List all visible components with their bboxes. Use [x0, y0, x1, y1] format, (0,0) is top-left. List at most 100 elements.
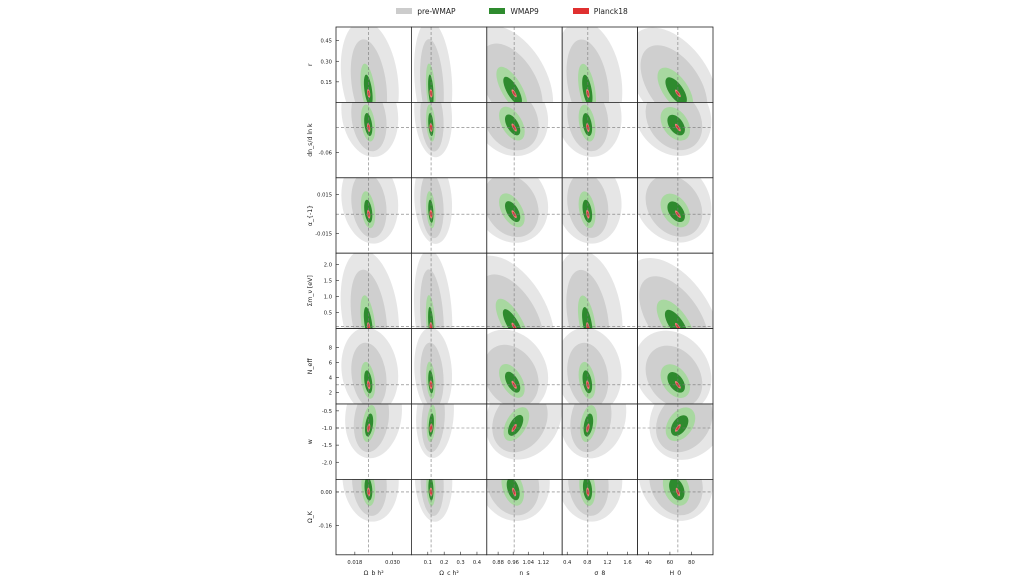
legend-swatch-wmap9: [489, 8, 506, 14]
y-tick-label: 2.0: [324, 262, 332, 268]
y-tick-label: -0.16: [319, 523, 332, 529]
panel-contours: [637, 404, 713, 480]
x-tick-label: 0.030: [385, 560, 400, 566]
panel-contours: [562, 102, 638, 178]
y-tick-label: 1.5: [324, 278, 332, 284]
legend-label-wmap9: WMAP9: [510, 6, 539, 16]
panel-r1-c2: [486, 102, 563, 179]
y-tick-label: -0.5: [322, 409, 332, 415]
legend-swatch-planck18: [572, 8, 589, 14]
panel-r6-c3: 0.4 0.8 1.2 1.6 σ_8: [561, 478, 639, 576]
x-axis-label: H_0: [669, 570, 681, 576]
x-axis-label: n_s: [519, 570, 529, 576]
y-tick-label: 8: [329, 345, 332, 351]
panel-r4-c2: [486, 328, 563, 405]
y-tick-label: 0.00: [320, 490, 332, 496]
panel-r4-c0: 2 4 6 8 N_eff: [307, 328, 412, 405]
y-axis-label: r: [307, 63, 314, 66]
x-tick-label: 1.6: [623, 560, 631, 566]
panel-contours: [562, 177, 638, 254]
y-tick-label: 0.015: [317, 193, 332, 199]
panel-contours: [411, 328, 487, 405]
panel-r4-c1: [410, 328, 488, 405]
panel-r2-c4: [637, 177, 714, 254]
x-tick-label: 1.12: [538, 560, 550, 566]
x-tick-label: 1.04: [522, 560, 534, 566]
panel-r2-c2: [486, 177, 563, 254]
panel-r1-c4: [637, 102, 714, 179]
panel-contours: [336, 479, 412, 555]
panel-contours: [414, 27, 453, 103]
panel-contours: [336, 253, 412, 329]
panel-contours: [411, 253, 487, 329]
y-axis-label: Σm_ν [eV]: [307, 275, 314, 306]
x-tick-label: 60: [667, 560, 674, 566]
x-tick-label: 0.96: [507, 560, 519, 566]
panel-r2-c3: [561, 177, 639, 254]
x-tick-label: 0.3: [456, 560, 464, 566]
x-tick-label: 80: [688, 560, 695, 566]
panel-r4-c4: [637, 328, 714, 405]
panel-r0-c3: [561, 26, 639, 103]
x-axis-label: Ω_b h²: [364, 570, 385, 576]
panel-r3-c4: [637, 252, 714, 329]
panel-contours: [336, 177, 412, 254]
x-tick-label: 40: [645, 560, 652, 566]
panel-contours: [486, 328, 563, 405]
panel-contours: [562, 479, 638, 555]
y-tick-label: 0.5: [324, 311, 332, 317]
x-tick-label: 0.88: [492, 560, 504, 566]
x-axis-label: σ_8: [594, 570, 605, 576]
x-tick-label: 0.1: [424, 560, 432, 566]
panel-contours: [411, 404, 487, 480]
panel-r0-c2: [486, 26, 563, 103]
panel-contours: [486, 479, 563, 555]
panel-r1-c0: -0.06 dn_s/d ln k: [307, 102, 412, 179]
panel-r0-c4: [637, 26, 714, 103]
panel-r3-c1: [410, 252, 488, 329]
panel-r5-c4: [637, 403, 714, 480]
panel-contours: [637, 253, 713, 329]
panel-r3-c3: [561, 252, 639, 329]
planck18-inner-contour: [430, 324, 432, 329]
panel-contours: [336, 404, 412, 480]
panel-r3-c2: [486, 252, 563, 329]
panel-contours: [411, 479, 487, 555]
panel-contours: [637, 479, 713, 555]
y-tick-label: 1.0: [324, 295, 332, 301]
x-tick-label: 0.2: [440, 560, 448, 566]
legend-item-planck18: Planck18: [572, 4, 628, 18]
y-tick-label: 6: [329, 361, 332, 367]
legend: pre-WMAP WMAP9 Planck18: [0, 4, 1024, 18]
panel-r4-c3: [561, 328, 639, 405]
y-tick-label: 0.45: [320, 39, 332, 45]
y-tick-label: -0.06: [319, 151, 332, 157]
panel-r0-c1: [410, 26, 488, 103]
y-axis-label: α_{-1}: [307, 205, 314, 226]
y-tick-label: 4: [329, 376, 333, 382]
panel-contours: [637, 328, 713, 405]
panel-r1-c3: [561, 102, 639, 179]
panel-r5-c1: [410, 403, 488, 480]
legend-item-wmap9: WMAP9: [489, 4, 539, 18]
y-tick-label: -1.5: [322, 443, 332, 449]
panel-contours: [411, 102, 487, 178]
panel-r3-c0: 0.5 1.0 1.5 2.0 Σm_ν [eV]: [307, 252, 412, 329]
y-tick-label: -0.015: [315, 232, 332, 238]
legend-swatch-prewmap: [396, 8, 413, 14]
y-axis-label: N_eff: [307, 358, 314, 375]
y-tick-label: -2.0: [322, 460, 332, 466]
y-tick-label: 2: [329, 391, 332, 397]
panel-r6-c1: 0.1 0.2 0.3 0.4 Ω_c h²: [410, 478, 488, 576]
panel-contours: [411, 177, 487, 254]
panel-contours: [336, 102, 412, 178]
y-axis-label: dn_s/d ln k: [307, 123, 314, 157]
panel-contours: [486, 404, 563, 480]
y-axis-label: w: [307, 439, 314, 444]
panel-frame: [637, 478, 714, 556]
panel-contours: [637, 27, 713, 103]
panel-contours: [486, 102, 563, 178]
